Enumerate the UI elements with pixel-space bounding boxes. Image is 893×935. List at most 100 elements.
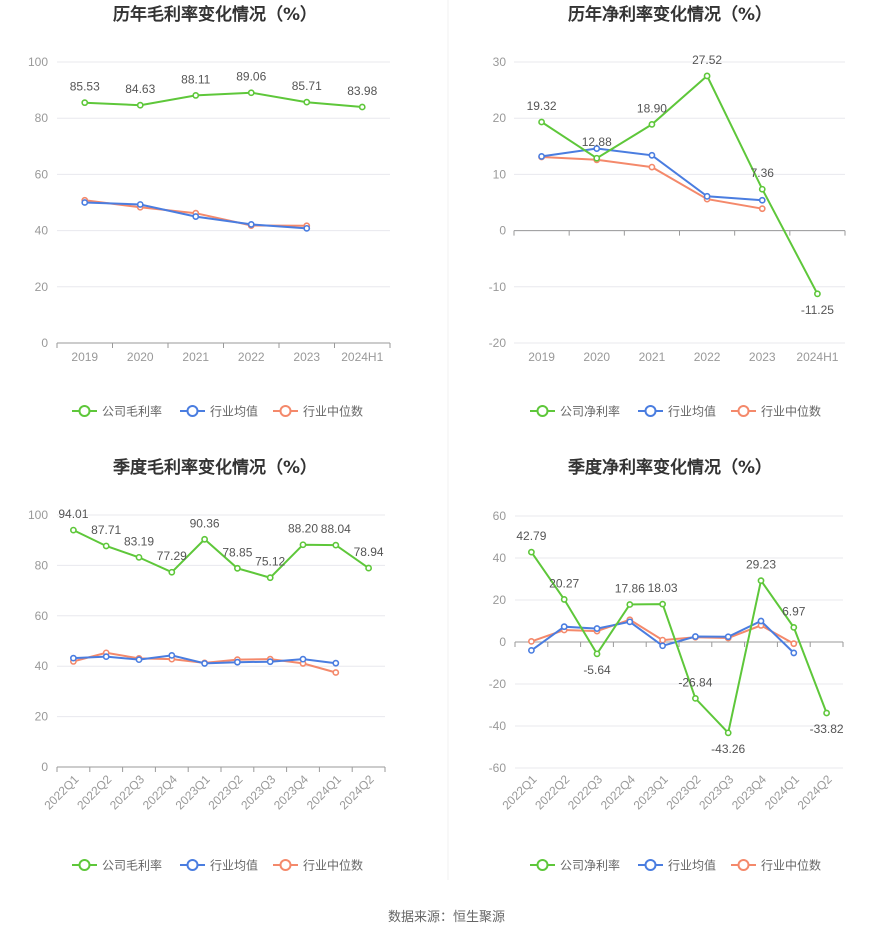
data-point xyxy=(358,103,366,111)
data-point xyxy=(560,623,568,631)
x-tick-label: 2022Q4 xyxy=(598,772,638,812)
y-tick-label: 0 xyxy=(41,336,48,350)
data-point xyxy=(823,709,830,717)
data-label: 85.71 xyxy=(292,79,322,93)
legend-item[interactable]: 行业中位数 xyxy=(731,858,821,873)
data-label: -43.26 xyxy=(711,742,745,756)
data-point xyxy=(648,151,656,159)
data-label: 78.85 xyxy=(222,545,252,559)
y-tick-label: -20 xyxy=(489,336,507,350)
y-tick-label: -20 xyxy=(489,677,507,691)
x-tick-label: 2024Q2 xyxy=(795,772,835,812)
legend-item[interactable]: 行业中位数 xyxy=(273,858,363,873)
data-label: 78.94 xyxy=(354,545,384,559)
x-tick-label: 2023Q3 xyxy=(696,772,736,812)
data-point xyxy=(168,651,176,659)
x-tick-label: 2020 xyxy=(127,350,154,364)
data-point xyxy=(593,625,601,632)
data-label: 12.88 xyxy=(582,135,612,149)
data-label: 85.53 xyxy=(70,80,100,94)
legend-item[interactable]: 行业均值 xyxy=(638,858,716,873)
legend-marker-icon xyxy=(279,859,292,871)
legend-marker-icon xyxy=(186,859,199,871)
legend-label: 行业中位数 xyxy=(761,404,821,419)
data-point xyxy=(247,89,255,97)
legend-item[interactable]: 公司毛利率 xyxy=(72,404,162,419)
data-point xyxy=(332,669,340,676)
data-label: -33.82 xyxy=(810,722,844,736)
x-tick-label: 2023Q2 xyxy=(663,772,703,812)
x-tick-label: 2023Q1 xyxy=(173,772,213,812)
x-tick-label: 2024H1 xyxy=(796,350,838,364)
data-label: 88.11 xyxy=(181,72,210,86)
chart-3: 季度毛利率变化情况（%）0204060801002022Q12022Q22022… xyxy=(28,457,386,873)
legend-label: 公司净利率 xyxy=(560,858,620,873)
x-tick-label: 2022Q4 xyxy=(140,772,180,812)
chart-2: 历年净利率变化情况（%） -20 -10 0 10 20 30 2019 2020 2021 202… xyxy=(489,4,846,419)
data-label: 6.97 xyxy=(782,604,806,618)
series-line xyxy=(84,91,363,108)
legend-marker-icon xyxy=(737,405,750,417)
data-point xyxy=(192,213,200,220)
y-tick-label: -40 xyxy=(489,719,507,733)
data-point xyxy=(703,72,711,80)
legend-item[interactable]: 公司净利率 xyxy=(530,858,620,873)
legend-marker-icon xyxy=(737,859,750,871)
x-tick-label: 2023 xyxy=(293,350,320,364)
data-point xyxy=(560,596,568,603)
data-point xyxy=(201,535,208,543)
data-label: 84.63 xyxy=(125,82,155,96)
x-tick-label: 2020 xyxy=(583,350,610,364)
legend-label: 公司毛利率 xyxy=(102,404,162,419)
data-point xyxy=(247,221,255,228)
data-label: 88.20 xyxy=(288,522,318,536)
legend-marker-icon xyxy=(536,405,549,417)
y-tick-label: 60 xyxy=(35,167,49,181)
data-point xyxy=(758,196,766,204)
data-point xyxy=(659,600,666,608)
legend-item[interactable]: 行业均值 xyxy=(638,404,716,419)
legend-item[interactable]: 行业中位数 xyxy=(731,404,821,419)
y-tick-label: 60 xyxy=(493,509,507,523)
data-point xyxy=(365,564,372,572)
legend-item[interactable]: 公司净利率 xyxy=(530,404,620,419)
legend-label: 行业均值 xyxy=(668,404,716,419)
data-label: 87.71 xyxy=(91,523,121,537)
data-point xyxy=(790,623,798,631)
legend-item[interactable]: 行业均值 xyxy=(180,404,258,419)
data-point xyxy=(593,154,601,162)
y-tick-label: 20 xyxy=(35,280,49,294)
data-point xyxy=(757,617,765,625)
data-point xyxy=(757,577,765,585)
legend-label: 行业中位数 xyxy=(761,858,821,873)
y-tick-label: 100 xyxy=(28,55,48,69)
y-tick-label: 10 xyxy=(493,167,507,181)
legend-label: 行业中位数 xyxy=(303,858,363,873)
y-tick-label: 20 xyxy=(35,710,49,724)
legend-item[interactable]: 行业均值 xyxy=(180,858,258,873)
data-point xyxy=(538,153,545,160)
data-point xyxy=(70,526,77,534)
legend-item[interactable]: 公司毛利率 xyxy=(72,858,162,873)
data-point xyxy=(593,650,601,658)
data-point xyxy=(201,660,208,667)
x-tick-label: 2022Q1 xyxy=(499,772,539,812)
y-tick-label: 80 xyxy=(35,558,49,572)
data-point xyxy=(233,658,241,666)
data-source-note: 数据来源：恒生聚源 xyxy=(387,910,505,925)
data-label: 83.98 xyxy=(347,84,377,98)
x-tick-label: 2021 xyxy=(182,350,209,364)
y-tick-label: 0 xyxy=(41,760,48,774)
data-point xyxy=(724,633,732,641)
data-point xyxy=(528,647,535,654)
y-tick-label: 100 xyxy=(28,508,48,522)
data-point xyxy=(303,98,311,106)
legend-marker-icon xyxy=(644,859,657,871)
data-point xyxy=(626,601,634,608)
data-label: 29.23 xyxy=(746,558,776,572)
x-tick-label: 2023Q2 xyxy=(205,772,245,812)
legend-item[interactable]: 行业中位数 xyxy=(273,404,363,419)
data-label: 20.27 xyxy=(549,576,579,590)
data-point xyxy=(758,205,766,213)
data-point xyxy=(692,694,699,702)
